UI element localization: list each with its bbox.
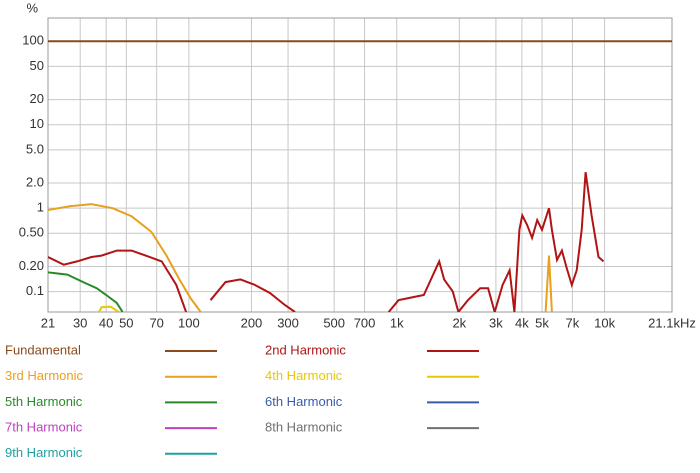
legend-label: 3rd Harmonic <box>5 368 84 383</box>
x-tick-label: 40 <box>99 315 113 330</box>
legend-label: 7th Harmonic <box>5 420 83 435</box>
y-tick-label: 50 <box>30 58 44 73</box>
x-tick-label: 21.1kHz <box>648 315 696 330</box>
x-tick-label: 21 <box>41 315 55 330</box>
series-line <box>48 271 124 312</box>
x-tick-label: 100 <box>178 315 200 330</box>
x-tick-label: 30 <box>73 315 87 330</box>
y-tick-label: 10 <box>30 116 44 131</box>
series-line <box>48 172 605 312</box>
y-tick-label: 100 <box>22 33 44 48</box>
x-tick-label: 7k <box>566 315 580 330</box>
legend-label: Fundamental <box>5 342 81 357</box>
y-tick-label: 0.1 <box>26 283 44 298</box>
x-tick-label: 1k <box>390 315 404 330</box>
legend-label: 2nd Harmonic <box>265 342 346 357</box>
legend-label: 8th Harmonic <box>265 420 343 435</box>
y-axis-label: % <box>26 0 38 15</box>
y-tick-label: 5.0 <box>26 141 44 156</box>
series-line <box>98 305 120 312</box>
plot-frame <box>47 17 673 313</box>
x-tick-label: 300 <box>277 315 299 330</box>
y-tick-label: 20 <box>30 91 44 106</box>
x-tick-label: 70 <box>149 315 163 330</box>
x-tick-label: 200 <box>241 315 263 330</box>
series-line <box>48 203 553 312</box>
y-tick-label: 0.20 <box>19 258 44 273</box>
plot-area <box>48 40 672 312</box>
y-tick-label: 2.0 <box>26 174 44 189</box>
x-tick-label: 500 <box>323 315 345 330</box>
y-tick-label: 1 <box>37 200 44 215</box>
legend-label: 6th Harmonic <box>265 394 343 409</box>
x-tick-label: 50 <box>119 315 133 330</box>
x-tick-label: 4k <box>515 315 529 330</box>
legend-label: 5th Harmonic <box>5 394 83 409</box>
x-tick-label: 3k <box>489 315 503 330</box>
legend-label: 9th Harmonic <box>5 445 83 460</box>
x-tick-label: 700 <box>354 315 376 330</box>
y-tick-label: 0.50 <box>19 225 44 240</box>
legend-label: 4th Harmonic <box>265 368 343 383</box>
x-tick-label: 2k <box>452 315 466 330</box>
x-tick-label: 10k <box>594 315 615 330</box>
x-tick-label: 5k <box>535 315 549 330</box>
